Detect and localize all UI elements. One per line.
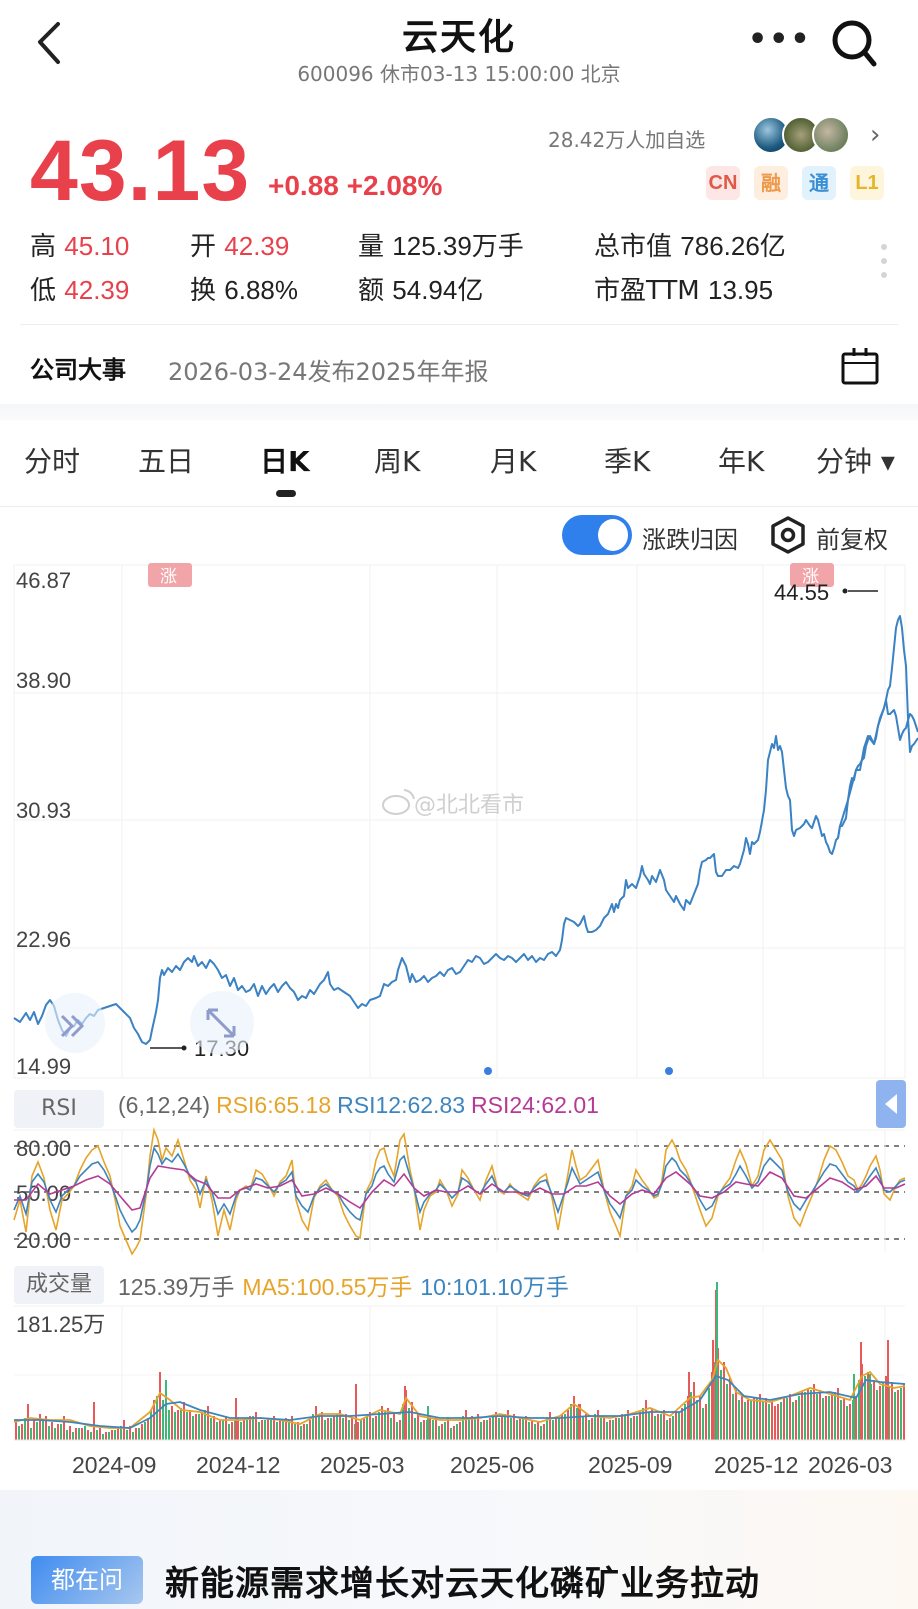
volume-ma5: MA5:100.55万手	[242, 1274, 413, 1300]
avatar	[812, 116, 850, 154]
stat-market-cap: 总市值 786.26亿	[594, 231, 786, 262]
attribution-toggle[interactable]	[562, 515, 632, 555]
price-line-tail	[837, 699, 918, 839]
volume-ma10: 10:101.10万手	[420, 1274, 569, 1300]
stat-open: 开 42.39	[190, 231, 290, 262]
rsi-level-50: 50.00	[16, 1181, 71, 1206]
tab-five-day[interactable]: 五日	[138, 445, 195, 478]
event-marker	[790, 563, 834, 587]
search-button[interactable]	[828, 16, 882, 70]
y-tick-30-93: 30.93	[16, 798, 71, 823]
rsi-legend: (6,12,24) RSI6:65.18 RSI12:62.83 RSI24:62.0…	[118, 1092, 605, 1119]
stat-pe-ttm: 市盈TTM 13.95	[594, 275, 774, 306]
watcher-avatars[interactable]	[752, 116, 862, 156]
x-tick: 2026-03	[808, 1452, 893, 1478]
rsi24-value: RSI24:62.01	[471, 1092, 599, 1118]
tab-quarterly-k[interactable]: 季K	[604, 445, 651, 478]
badge-l1[interactable]: L1	[850, 166, 884, 200]
indicator-selector-rsi[interactable]: RSI	[14, 1090, 104, 1128]
max-price-label: 44.55	[774, 580, 829, 605]
tab-intraday[interactable]: 分时	[24, 445, 81, 478]
indicator-selector-volume[interactable]: 成交量	[14, 1266, 104, 1304]
active-tab-indicator	[276, 490, 296, 497]
search-icon	[832, 20, 877, 67]
company-events-title[interactable]: 公司大事	[30, 356, 126, 384]
x-tick: 2025-09	[588, 1452, 673, 1478]
ask-section	[0, 1490, 918, 1609]
back-button[interactable]	[30, 18, 70, 68]
rsi-params: (6,12,24)	[118, 1092, 211, 1118]
period-tabs: 分时 五日 日K 周K 月K 季K 年K 分钟 ▾	[0, 440, 918, 490]
stat-high: 高 45.10	[30, 231, 130, 262]
x-tick: 2024-12	[196, 1452, 281, 1478]
stat-turnover: 换 6.88%	[190, 275, 299, 306]
volume-current: 125.39万手	[118, 1274, 235, 1300]
weibo-watermark-icon	[382, 789, 415, 815]
svg-text:涨: 涨	[802, 567, 819, 587]
chevron-right-icon[interactable]: ›	[870, 120, 881, 150]
tab-yearly-k[interactable]: 年K	[718, 445, 765, 478]
more-button[interactable]: •••	[748, 22, 812, 57]
badge-cn[interactable]: CN	[706, 166, 740, 200]
forward-adjust-label[interactable]: 前复权	[816, 526, 888, 554]
y-tick-46-87: 46.87	[16, 568, 71, 593]
section-separator	[0, 404, 918, 420]
y-tick-22-96: 22.96	[16, 927, 71, 952]
x-tick: 2025-03	[320, 1452, 405, 1478]
volume-legend: 125.39万手 MA5:100.55万手 10:101.10万手	[118, 1268, 577, 1302]
triangle-left-icon	[885, 1094, 897, 1114]
watchlist-count[interactable]: 28.42万人加自选	[548, 128, 706, 152]
expand-stats-icon[interactable]	[880, 244, 888, 284]
volume-max-label: 181.25万	[16, 1312, 105, 1337]
rsi12-line	[13, 1145, 906, 1234]
rsi24-line	[14, 1165, 906, 1211]
tab-monthly-k[interactable]: 月K	[490, 445, 537, 478]
divider	[20, 324, 898, 325]
kline-chart[interactable]: 46.87 38.90 30.93 22.96 14.99 涨 涨 @北北看市 …	[0, 560, 918, 1480]
stat-volume: 量 125.39万手	[358, 231, 524, 262]
divider	[0, 506, 918, 507]
badge-connect[interactable]: 通	[802, 166, 836, 200]
x-tick: 2025-06	[450, 1452, 535, 1478]
calendar-icon	[841, 348, 879, 385]
price-line	[13, 615, 918, 1045]
hot-questions-badge[interactable]: 都在问	[31, 1556, 143, 1604]
price-grid	[13, 564, 906, 1079]
calendar-button[interactable]	[840, 346, 880, 386]
svg-text:@北北看市: @北北看市	[414, 793, 524, 818]
chevron-left-icon	[38, 22, 60, 64]
rsi6-value: RSI6:65.18	[216, 1092, 332, 1118]
tab-daily-k[interactable]: 日K	[260, 445, 310, 478]
price-change: +0.88 +2.08%	[268, 170, 443, 201]
tab-weekly-k[interactable]: 周K	[374, 445, 421, 478]
svg-text:涨: 涨	[160, 567, 177, 587]
badge-margin[interactable]: 融	[754, 166, 788, 200]
current-price: 43.13	[30, 123, 251, 219]
y-tick-14-99: 14.99	[16, 1054, 71, 1079]
hexagon-settings-icon	[771, 516, 805, 554]
rsi-level-20: 20.00	[16, 1228, 71, 1253]
stock-code-status: 600096 休市03-13 15:00:00 北京	[297, 62, 621, 86]
x-tick: 2025-12	[714, 1452, 799, 1478]
collapse-indicators-button[interactable]	[876, 1080, 906, 1128]
volume-ma10	[14, 1374, 906, 1429]
attribution-label[interactable]: 涨跌归因	[642, 526, 738, 554]
x-tick: 2024-09	[72, 1452, 157, 1478]
stat-low: 低 42.39	[30, 275, 130, 306]
company-event-text[interactable]: 2026-03-24发布2025年年报	[168, 358, 489, 386]
rsi-level-80: 80.00	[16, 1136, 71, 1161]
rsi12-value: RSI12:62.83	[337, 1092, 466, 1118]
adjust-settings-button[interactable]	[770, 515, 806, 555]
rsi6-line	[13, 1126, 906, 1256]
stock-name: 云天化	[401, 17, 516, 58]
tab-minute-dropdown[interactable]: 分钟 ▾	[816, 445, 895, 478]
toggle-knob	[598, 519, 628, 551]
y-tick-38-90: 38.90	[16, 668, 71, 693]
event-marker	[148, 563, 192, 587]
stat-amount: 额 54.94亿	[358, 275, 484, 306]
date-axis: 2024-09 2024-12 2025-03 2025-06 2025-09 …	[0, 1452, 918, 1482]
hot-question-title[interactable]: 新能源需求增长对云天化磷矿业务拉动	[165, 1564, 760, 1604]
